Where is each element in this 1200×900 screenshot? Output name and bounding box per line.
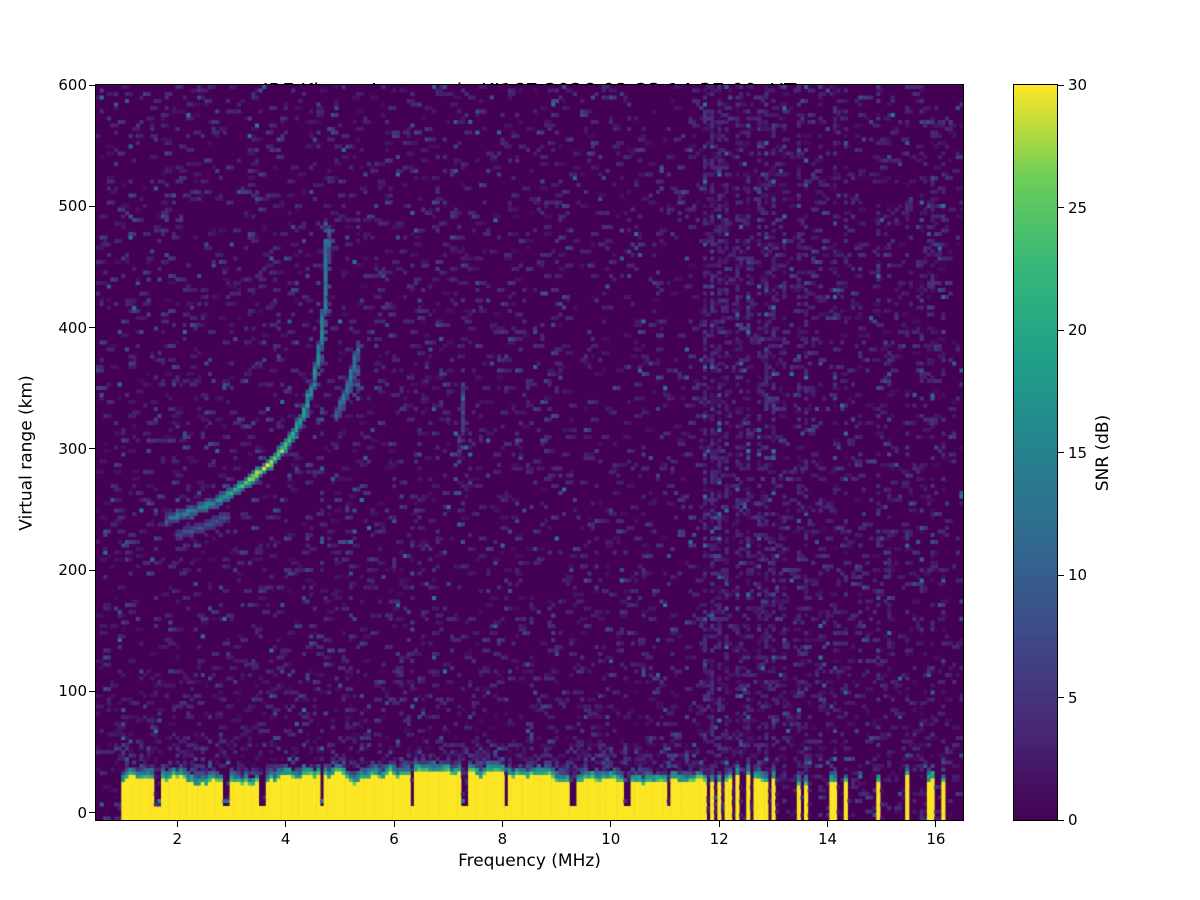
x-tick-mark bbox=[718, 821, 720, 827]
y-tick-mark bbox=[89, 448, 95, 450]
colorbar-tick-label: 10 bbox=[1068, 566, 1088, 584]
colorbar-tick-label: 5 bbox=[1068, 688, 1078, 707]
y-tick-mark bbox=[89, 84, 95, 86]
x-tick-mark bbox=[393, 821, 395, 827]
x-tick-label: 4 bbox=[280, 830, 291, 848]
y-tick-label: 200 bbox=[58, 561, 87, 580]
y-tick-label: 0 bbox=[77, 803, 87, 822]
colorbar-tick-mark bbox=[1058, 819, 1064, 821]
y-tick-label: 500 bbox=[58, 197, 87, 216]
y-tick-mark bbox=[89, 812, 95, 814]
plot-area bbox=[95, 84, 964, 821]
x-axis-label: Frequency (MHz) bbox=[458, 851, 601, 871]
x-tick-label: 6 bbox=[389, 830, 399, 848]
y-tick-mark bbox=[89, 205, 95, 207]
x-tick-mark bbox=[176, 821, 178, 827]
x-tick-label: 14 bbox=[817, 830, 838, 848]
x-tick-mark bbox=[501, 821, 503, 827]
colorbar-tick-label: 30 bbox=[1068, 76, 1088, 94]
x-tick-label: 2 bbox=[172, 830, 183, 848]
colorbar-tick-mark bbox=[1058, 697, 1064, 698]
colorbar-tick-label: 25 bbox=[1068, 198, 1088, 217]
colorbar-label-wrap: SNR (dB) bbox=[1088, 84, 1118, 821]
x-tick-label: 10 bbox=[601, 830, 621, 848]
y-axis-label: Virtual range (km) bbox=[17, 374, 37, 531]
colorbar bbox=[1013, 84, 1058, 821]
y-tick-label: 600 bbox=[58, 76, 87, 94]
x-tick-mark bbox=[827, 821, 829, 827]
x-tick-mark bbox=[285, 821, 287, 827]
colorbar-tick-mark bbox=[1058, 452, 1064, 453]
x-tick-mark bbox=[935, 821, 937, 827]
y-tick-label: 400 bbox=[58, 318, 87, 337]
x-tick-label: 12 bbox=[709, 830, 729, 848]
ionogram-heatmap bbox=[96, 85, 963, 820]
y-tick-mark bbox=[89, 690, 95, 692]
y-axis-label-wrap: Virtual range (km) bbox=[10, 84, 44, 821]
colorbar-tick-label: 0 bbox=[1068, 811, 1078, 829]
y-tick-label: 100 bbox=[58, 682, 87, 701]
colorbar-tick-mark bbox=[1058, 574, 1064, 576]
colorbar-label: SNR (dB) bbox=[1093, 414, 1114, 491]
y-tick-mark bbox=[89, 327, 95, 329]
y-tick-label: 300 bbox=[58, 439, 87, 458]
colorbar-tick-label: 15 bbox=[1068, 443, 1088, 462]
x-tick-mark bbox=[610, 821, 612, 827]
colorbar-tick-label: 20 bbox=[1068, 321, 1088, 339]
colorbar-gradient bbox=[1014, 85, 1057, 820]
colorbar-tick-mark bbox=[1058, 329, 1064, 331]
x-tick-label: 8 bbox=[497, 830, 508, 848]
x-tick-label: 16 bbox=[926, 830, 946, 848]
colorbar-tick-mark bbox=[1058, 207, 1064, 208]
y-tick-mark bbox=[89, 569, 95, 571]
colorbar-tick-mark bbox=[1058, 84, 1064, 86]
